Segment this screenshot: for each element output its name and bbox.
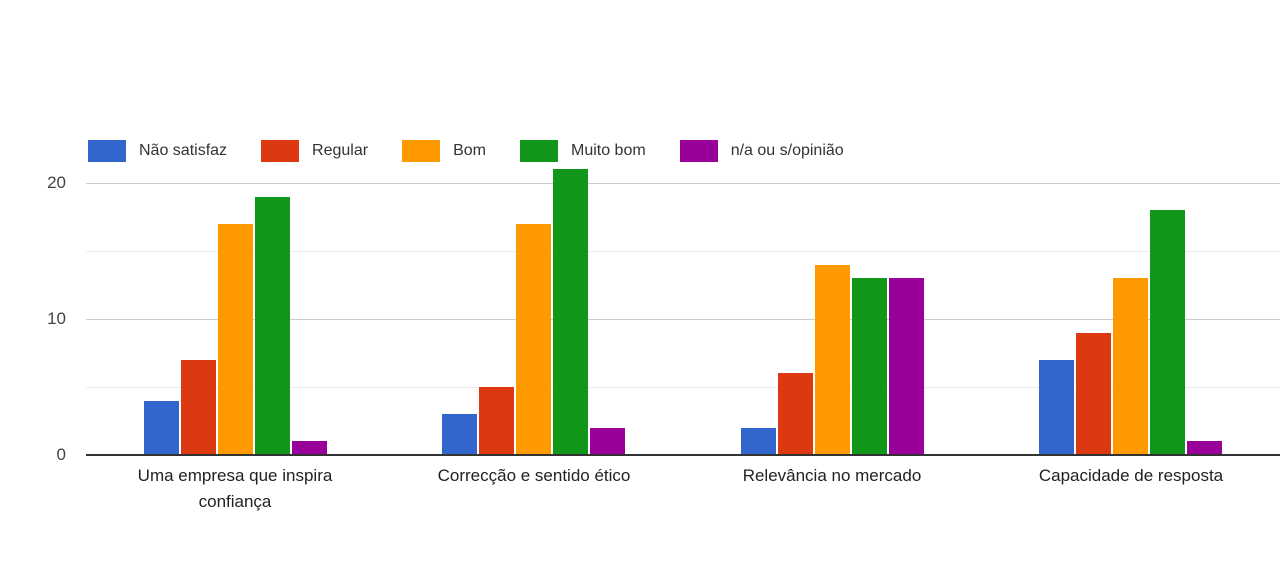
legend-swatch [88, 140, 126, 162]
category-label: Relevância no mercado [742, 466, 922, 485]
bar [889, 278, 924, 455]
bar [815, 265, 850, 455]
legend-label: Regular [312, 142, 369, 159]
legend-swatch [402, 140, 441, 162]
legend-label: Muito bom [570, 142, 646, 159]
bar [442, 414, 477, 455]
legend-item: Bom [402, 140, 486, 162]
category-label: Capacidade de resposta [1038, 466, 1224, 485]
category-label: Uma empresa que inspira confiança [137, 466, 333, 511]
gridline [86, 183, 1280, 184]
legend-swatch [519, 140, 558, 162]
legend-label: Não satisfaz [139, 142, 228, 159]
bar [1039, 360, 1074, 455]
y-tick-label: 20 [47, 173, 66, 192]
bar [553, 169, 588, 455]
legend-item: n/a ou s/opinião [679, 140, 844, 162]
bar [255, 197, 290, 455]
bar [778, 373, 813, 455]
legend-label: Bom [453, 142, 486, 159]
legend-swatch [261, 140, 300, 162]
x-axis-baseline [86, 454, 1280, 456]
y-tick-label: 10 [47, 309, 66, 328]
bar [218, 224, 253, 455]
gridline [86, 387, 1280, 388]
bar [479, 387, 514, 455]
bar [1113, 278, 1148, 455]
bar [1076, 333, 1111, 455]
legend-item: Regular [261, 140, 368, 162]
bar [852, 278, 887, 455]
bar [1187, 441, 1222, 455]
bar [516, 224, 551, 455]
legend-item: Não satisfaz [88, 140, 227, 162]
legend-label: n/a ou s/opinião [730, 142, 844, 159]
gridline [86, 319, 1280, 320]
bar [292, 441, 327, 455]
category-label: Correcção e sentido ético [437, 466, 631, 485]
bar [590, 428, 625, 455]
chart-legend: Não satisfaz Regular Bom Muito bom n/a ou s/… [88, 140, 844, 162]
gridline [86, 251, 1280, 252]
bar [741, 428, 776, 455]
bar [1150, 210, 1185, 455]
bar [181, 360, 216, 455]
bar [144, 401, 179, 455]
legend-swatch [679, 140, 718, 162]
y-tick-label: 0 [56, 445, 66, 464]
legend-item: Muito bom [519, 140, 646, 162]
